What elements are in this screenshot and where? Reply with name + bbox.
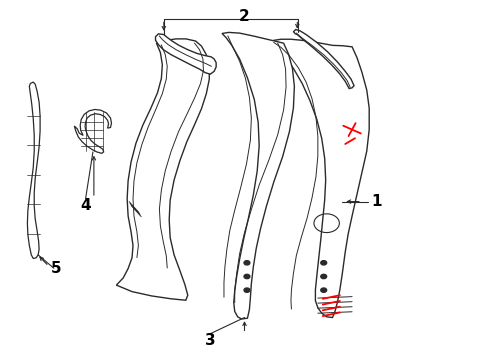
Circle shape	[244, 261, 249, 265]
Polygon shape	[269, 39, 368, 318]
Text: 3: 3	[204, 333, 215, 348]
Text: 4: 4	[80, 198, 91, 213]
Polygon shape	[222, 32, 294, 319]
Polygon shape	[293, 30, 353, 89]
Polygon shape	[155, 34, 216, 74]
Circle shape	[320, 288, 326, 292]
Circle shape	[244, 288, 249, 292]
Circle shape	[320, 274, 326, 279]
Circle shape	[320, 261, 326, 265]
Text: 2: 2	[239, 9, 249, 24]
Text: 1: 1	[371, 194, 381, 209]
Polygon shape	[116, 39, 209, 300]
Polygon shape	[74, 109, 111, 153]
Text: 5: 5	[51, 261, 61, 276]
Circle shape	[244, 274, 249, 279]
Polygon shape	[27, 82, 40, 258]
